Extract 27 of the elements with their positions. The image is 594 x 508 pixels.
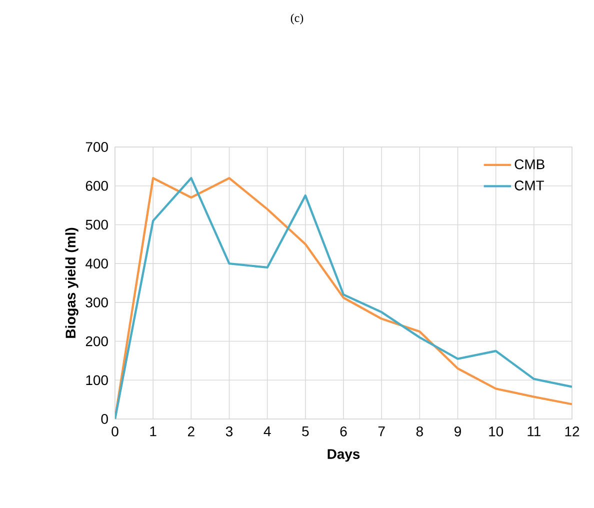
x-tick-label: 7 <box>378 426 385 436</box>
y-tick-label: 100 <box>86 375 108 386</box>
line-series <box>115 176 572 419</box>
x-tick-label: 10 <box>489 426 504 436</box>
chart-title: (c) <box>290 14 304 24</box>
y-axis-title: Biogas yield (ml) <box>65 228 78 338</box>
x-tick-label: 12 <box>565 426 580 436</box>
y-tick-label: 300 <box>86 297 108 308</box>
x-tick-label: 9 <box>454 426 461 436</box>
x-tick-label: 0 <box>112 426 118 436</box>
y-tick-label: 600 <box>86 180 108 191</box>
y-tick-label: 400 <box>86 258 108 269</box>
x-tick-label: 11 <box>528 426 540 436</box>
legend-label: CMT <box>514 180 544 190</box>
x-tick-label: 8 <box>416 426 423 436</box>
y-tick-label: 500 <box>86 220 108 230</box>
x-axis-title: Days <box>328 449 360 462</box>
x-tick-label: 5 <box>302 426 309 436</box>
x-tick-label: 6 <box>340 426 347 436</box>
y-tick-label: 700 <box>86 142 108 152</box>
x-tick-label: 4 <box>264 426 271 436</box>
x-tick-label: 2 <box>188 426 194 436</box>
y-tick-label: 200 <box>86 336 108 346</box>
legend-label: CMB <box>514 159 544 170</box>
y-tick-label: 0 <box>101 414 108 424</box>
x-tick-label: 1 <box>150 426 156 436</box>
x-tick-label: 3 <box>226 426 233 436</box>
